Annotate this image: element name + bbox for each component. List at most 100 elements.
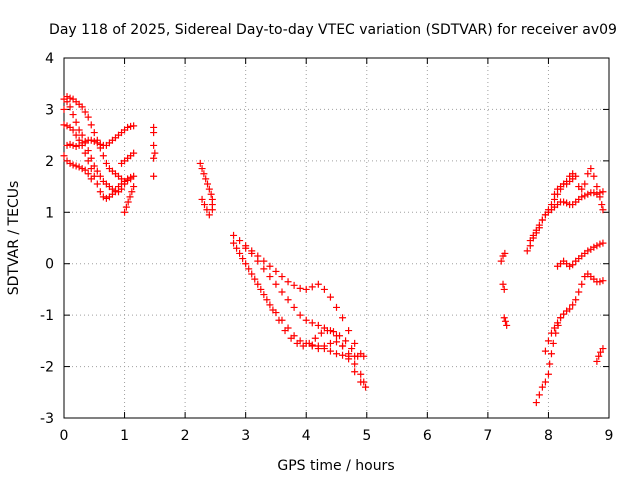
data-point bbox=[130, 149, 138, 157]
data-point bbox=[296, 284, 304, 292]
data-point bbox=[60, 105, 68, 113]
data-point bbox=[320, 342, 328, 350]
data-point bbox=[599, 206, 607, 214]
data-point bbox=[69, 126, 77, 134]
data-point bbox=[203, 206, 211, 214]
data-point bbox=[578, 280, 586, 288]
data-point bbox=[260, 265, 268, 273]
data-point bbox=[81, 149, 89, 157]
series-arc-8 bbox=[150, 123, 159, 180]
series-arc-14 bbox=[242, 244, 370, 391]
data-point bbox=[96, 140, 104, 148]
data-point bbox=[236, 237, 244, 245]
data-point bbox=[333, 350, 340, 358]
data-point bbox=[69, 161, 77, 169]
data-point bbox=[233, 244, 241, 252]
data-point bbox=[339, 314, 347, 322]
data-point bbox=[66, 159, 74, 167]
data-point bbox=[150, 141, 158, 149]
data-point bbox=[78, 165, 86, 173]
data-point bbox=[342, 337, 350, 345]
data-point bbox=[63, 98, 71, 106]
data-point bbox=[569, 301, 577, 309]
data-point bbox=[299, 342, 307, 350]
data-point bbox=[66, 140, 74, 148]
data-point bbox=[75, 126, 83, 134]
data-point bbox=[501, 249, 509, 257]
data-point bbox=[354, 352, 362, 360]
data-point bbox=[535, 391, 543, 399]
data-point bbox=[544, 337, 552, 345]
data-point bbox=[248, 249, 256, 257]
data-point bbox=[357, 370, 365, 378]
data-point bbox=[500, 314, 508, 322]
data-point bbox=[584, 170, 592, 178]
data-point bbox=[81, 137, 89, 145]
series-arc-22 bbox=[554, 239, 607, 270]
x-tick-label: 3 bbox=[241, 428, 250, 444]
data-point bbox=[575, 288, 583, 296]
data-point bbox=[151, 149, 159, 157]
data-point bbox=[198, 195, 206, 203]
data-point bbox=[278, 273, 286, 281]
data-point bbox=[275, 316, 283, 324]
data-point bbox=[541, 211, 549, 219]
data-point bbox=[87, 175, 95, 183]
series-arc-13 bbox=[233, 244, 362, 360]
data-point bbox=[308, 342, 316, 350]
data-point bbox=[278, 288, 286, 296]
data-point bbox=[547, 350, 555, 358]
data-point bbox=[497, 257, 505, 265]
data-point bbox=[578, 193, 586, 201]
data-point bbox=[242, 244, 250, 252]
series-arc-7 bbox=[121, 183, 138, 216]
data-point bbox=[245, 265, 253, 273]
data-point bbox=[239, 255, 247, 263]
data-point bbox=[248, 270, 256, 278]
data-point bbox=[566, 262, 574, 270]
data-point bbox=[99, 193, 107, 201]
data-point bbox=[202, 175, 210, 183]
data-point bbox=[69, 141, 77, 149]
data-point bbox=[581, 180, 589, 188]
series-arc-24 bbox=[532, 314, 565, 407]
data-point bbox=[266, 301, 274, 309]
data-point bbox=[314, 345, 322, 353]
y-tick-label: 0 bbox=[45, 257, 54, 273]
data-point bbox=[360, 352, 368, 360]
data-point bbox=[560, 310, 568, 318]
data-point bbox=[314, 321, 322, 329]
data-point bbox=[63, 141, 71, 149]
data-point bbox=[362, 383, 370, 391]
series-arc-9 bbox=[196, 159, 216, 214]
data-point bbox=[563, 199, 571, 207]
data-point bbox=[554, 321, 562, 329]
data-point bbox=[499, 280, 507, 288]
series-arc-23 bbox=[541, 270, 607, 355]
data-point bbox=[345, 350, 353, 358]
data-point bbox=[121, 208, 129, 216]
data-point bbox=[102, 194, 110, 202]
data-point bbox=[69, 111, 77, 119]
data-point bbox=[578, 185, 586, 193]
y-tick-label: 2 bbox=[45, 154, 54, 170]
data-point bbox=[314, 280, 322, 288]
data-point bbox=[538, 383, 546, 391]
data-point bbox=[66, 94, 74, 102]
y-tick-label: -2 bbox=[40, 360, 54, 376]
data-point bbox=[598, 201, 606, 209]
data-point bbox=[284, 278, 292, 286]
y-tick-label: -3 bbox=[40, 411, 54, 427]
data-point bbox=[196, 159, 204, 167]
data-point bbox=[127, 173, 135, 181]
data-point bbox=[566, 305, 574, 313]
data-point bbox=[84, 113, 92, 121]
data-point bbox=[535, 224, 543, 232]
data-point bbox=[348, 345, 356, 353]
data-point bbox=[552, 329, 560, 337]
series-arc-16 bbox=[497, 249, 509, 265]
series-arc-10 bbox=[198, 195, 213, 219]
data-point bbox=[599, 345, 607, 353]
x-axis-ticks: 0 1 2 3 4 5 6 7 8 9 bbox=[60, 58, 613, 444]
